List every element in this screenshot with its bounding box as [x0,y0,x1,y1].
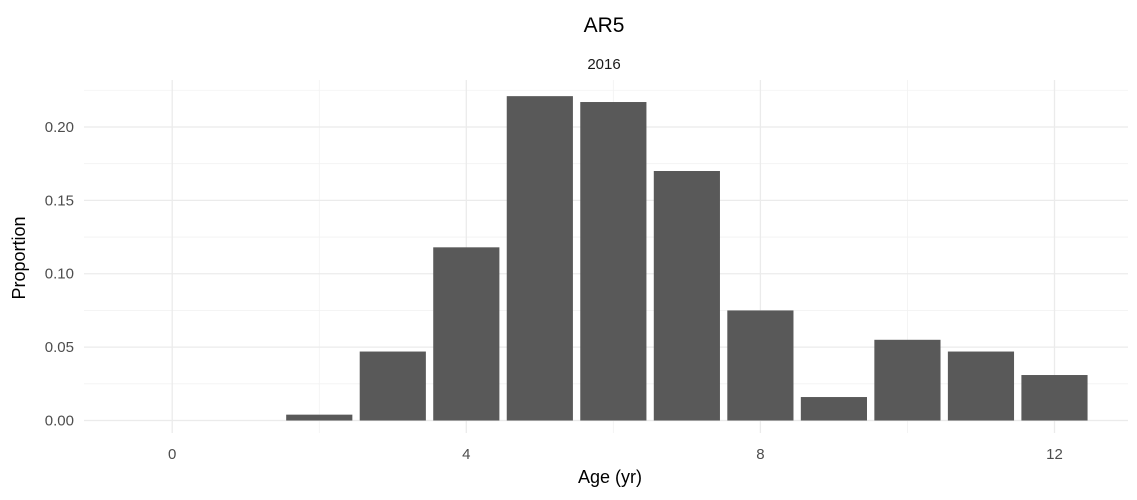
y-axis-ticks: 0.00 0.05 0.10 0.15 0.20 [45,119,74,430]
bars [286,96,1088,421]
y-tick-label: 0.20 [45,119,74,136]
bar [874,339,941,421]
bar [286,414,353,421]
y-axis-title: Proportion [9,216,29,299]
bar [359,351,426,421]
x-tick-label: 4 [462,446,470,463]
bar [800,397,867,421]
bar [947,351,1015,421]
y-tick-label: 0.00 [45,413,74,430]
bar [580,102,647,421]
bar [653,171,720,421]
x-tick-label: 12 [1046,446,1063,463]
facet-label: 2016 [587,56,620,73]
x-tick-label: 8 [756,446,764,463]
chart-title: AR5 [584,14,625,37]
bar [727,310,794,421]
bar [433,247,500,421]
y-tick-label: 0.05 [45,339,74,356]
x-axis-title: Age (yr) [578,467,642,487]
x-tick-label: 0 [168,446,176,463]
bar [506,96,573,421]
x-axis-ticks: 0 4 8 12 [168,446,1063,463]
y-tick-label: 0.15 [45,192,74,209]
bar [1021,375,1088,421]
y-tick-label: 0.10 [45,266,74,283]
